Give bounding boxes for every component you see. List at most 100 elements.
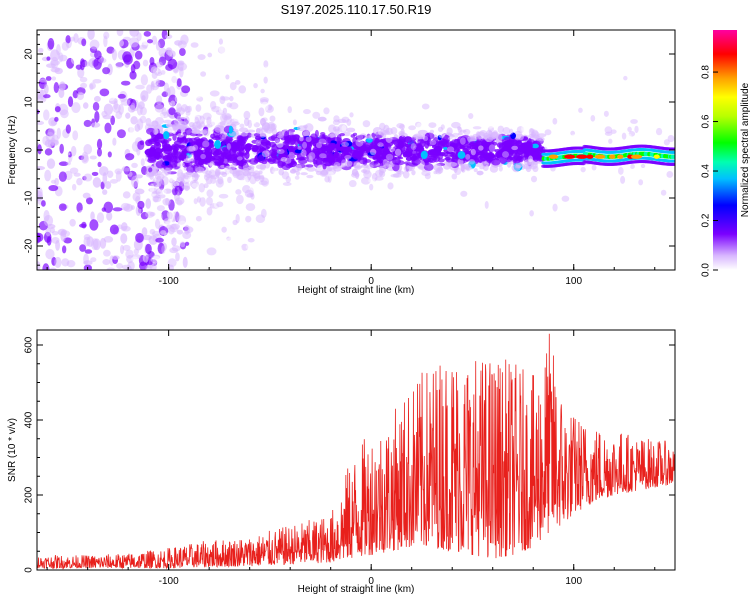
spectrogram-cell bbox=[586, 154, 594, 159]
spectrogram-cell bbox=[527, 143, 534, 148]
spectrogram-cell bbox=[317, 116, 327, 122]
spectrogram-cell bbox=[239, 37, 244, 46]
spectrogram-cell bbox=[332, 119, 340, 126]
spectrogram-cell bbox=[195, 142, 204, 146]
spectrogram-cell bbox=[270, 150, 277, 159]
spectrogram-cell bbox=[324, 176, 330, 183]
spectrogram-cell bbox=[67, 96, 74, 108]
spectrogram-cell bbox=[295, 157, 306, 161]
spectrogram-cell bbox=[215, 109, 225, 116]
spectrogram-cell bbox=[152, 254, 161, 260]
spectrogram-cell bbox=[362, 166, 371, 175]
spectrogram-cell bbox=[238, 85, 247, 94]
spectrogram-cell bbox=[174, 94, 182, 103]
spectrogram-cell bbox=[148, 167, 153, 173]
spectrogram-cell bbox=[377, 142, 384, 148]
spectrogram-cell bbox=[424, 173, 431, 180]
spectrogram-cell bbox=[227, 176, 232, 184]
spectrogram-cell bbox=[155, 41, 161, 51]
spectrogram-cell bbox=[168, 107, 176, 116]
spectrogram-cell bbox=[149, 183, 155, 194]
spectrogram-cell bbox=[437, 134, 442, 141]
spectrogram-cell bbox=[66, 161, 71, 166]
spectrogram-cell bbox=[415, 121, 422, 128]
spectrogram-cell bbox=[49, 227, 55, 234]
spectrogram-cell bbox=[486, 120, 495, 129]
spectrogram-cell bbox=[217, 46, 226, 54]
spectrogram-cell bbox=[258, 107, 265, 117]
spectrogram-cell bbox=[429, 129, 435, 134]
spectrogram-cell bbox=[96, 138, 103, 150]
spectrogram-cell bbox=[480, 174, 485, 182]
snr-y-label: SNR (10 * v/v) bbox=[7, 418, 18, 482]
spectrogram-cell bbox=[212, 161, 223, 166]
spectrogram-cell bbox=[164, 232, 172, 240]
spectrogram-cell bbox=[181, 185, 189, 189]
spectrogram-cell bbox=[76, 202, 83, 213]
spectrogram-cell bbox=[156, 205, 165, 212]
spectrogram-cell bbox=[308, 152, 316, 160]
spectrogram-cell bbox=[163, 218, 171, 225]
spectrogram-cell bbox=[120, 80, 131, 86]
spectrogram-cell bbox=[181, 85, 191, 94]
spectrogram-cell bbox=[194, 98, 201, 108]
spectrogram-cell bbox=[499, 156, 507, 164]
spectrogram-cell bbox=[170, 143, 180, 152]
spectrogram-cell bbox=[182, 231, 192, 240]
spectrogram-cell bbox=[600, 136, 608, 142]
spectrogram-cell bbox=[189, 179, 199, 188]
spectrogram-cell bbox=[175, 124, 183, 130]
snr-x-tick-label: -100 bbox=[159, 576, 179, 587]
spectrogram-cell bbox=[452, 132, 459, 138]
spectrogram-cell bbox=[225, 155, 232, 160]
spectrogram-cell bbox=[306, 166, 316, 172]
spectrogram-cell bbox=[91, 238, 99, 251]
spectrogram-cell bbox=[467, 157, 477, 162]
spectrogram-cell bbox=[104, 181, 112, 190]
snr-x-tick-label: 100 bbox=[565, 576, 582, 587]
spectrogram-cell bbox=[516, 139, 522, 144]
spectrogram-cell bbox=[508, 144, 517, 152]
colorbar-tick-label: 0.8 bbox=[701, 65, 712, 79]
spectrogram-cell bbox=[200, 121, 205, 128]
spectrogram-cell bbox=[333, 151, 340, 157]
spectrogram-cell bbox=[420, 150, 428, 160]
spectrogram-cell bbox=[140, 158, 145, 167]
spectrogram-cell bbox=[184, 105, 191, 113]
snr-frame bbox=[36, 329, 676, 571]
spectrogram-cell bbox=[368, 146, 377, 152]
spectrogram-cell bbox=[38, 47, 44, 53]
spectrogram-cell bbox=[170, 223, 180, 230]
spectrogram-cell bbox=[379, 138, 385, 148]
spectrogram-cell bbox=[205, 176, 213, 185]
spectrogram-cell bbox=[175, 252, 180, 262]
spectrogram-x-tick-label: 100 bbox=[565, 276, 582, 287]
spectrogram-cell bbox=[73, 33, 79, 44]
spectrogram-cell bbox=[496, 142, 504, 148]
spectrogram-cell bbox=[146, 127, 156, 135]
spectrogram-cell bbox=[76, 87, 86, 96]
spectrogram-cell bbox=[502, 127, 511, 135]
spectrogram-cell bbox=[210, 121, 216, 126]
spectrogram-cell bbox=[247, 238, 255, 243]
spectrogram-cell bbox=[253, 83, 258, 89]
spectrogram-cell bbox=[255, 214, 266, 224]
spectrogram-cell bbox=[235, 213, 240, 224]
spectrogram-cell bbox=[223, 163, 230, 169]
spectrogram-cell bbox=[103, 201, 114, 213]
spectrogram-cell bbox=[129, 70, 137, 80]
spectrogram-cell bbox=[405, 156, 413, 162]
spectrogram-cell bbox=[37, 120, 45, 125]
spectrogram-cell bbox=[47, 38, 55, 50]
spectrogram-cell bbox=[497, 125, 504, 134]
spectrogram-cell bbox=[253, 159, 259, 163]
spectrogram-cell bbox=[163, 101, 172, 108]
spectrogram-cell bbox=[188, 145, 196, 152]
spectrogram-cell bbox=[486, 110, 492, 118]
spectrogram-cell bbox=[116, 129, 126, 139]
spectrogram-cell bbox=[102, 67, 111, 75]
spectrogram-cell bbox=[476, 170, 484, 176]
spectrogram-cell bbox=[145, 264, 152, 270]
spectrogram-cell bbox=[402, 150, 407, 156]
